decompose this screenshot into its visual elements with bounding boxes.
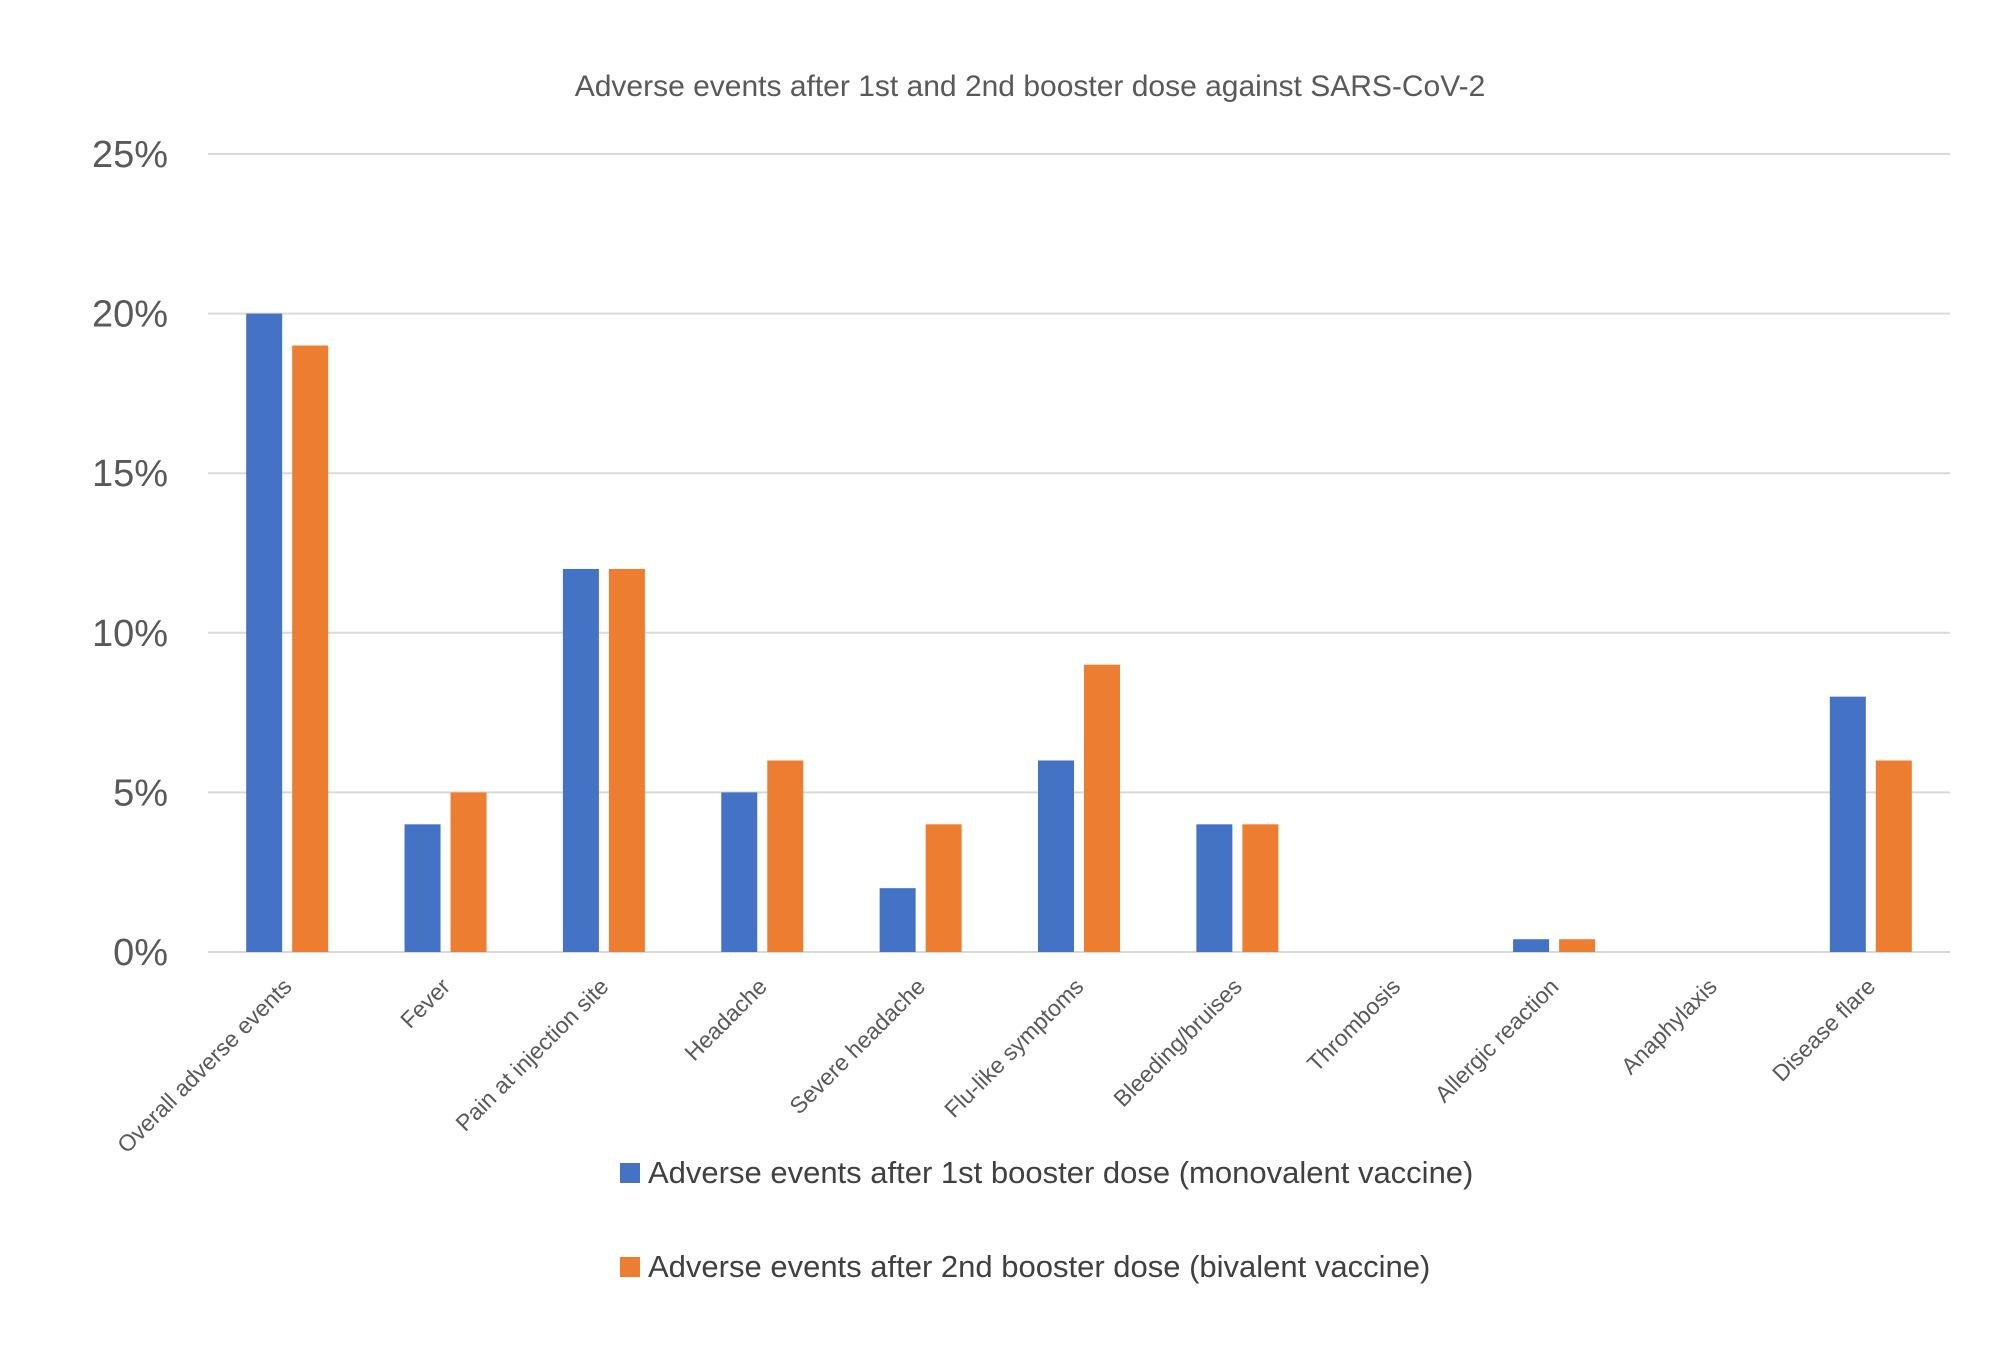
legend: Adverse events after 1st booster dose (m… — [620, 1155, 1473, 1284]
bar-series-2 — [1875, 760, 1912, 952]
y-tick-label: 25% — [92, 134, 168, 176]
y-tick-label: 15% — [92, 453, 168, 495]
legend-swatch — [620, 1163, 640, 1183]
bar-series-1 — [879, 888, 916, 952]
y-tick-label: 5% — [113, 772, 168, 814]
x-tick-label: Pain at injection site — [450, 973, 613, 1136]
bars — [246, 313, 1912, 953]
bar-series-2 — [292, 345, 329, 952]
bar-series-1 — [721, 792, 758, 952]
bar-series-2 — [1242, 824, 1279, 952]
bar-series-2 — [925, 824, 962, 952]
x-tick-label: Fever — [395, 973, 455, 1033]
y-tick-label: 20% — [92, 294, 168, 336]
bar-series-1 — [1513, 939, 1550, 952]
y-tick-label: 10% — [92, 613, 168, 655]
y-axis-ticks: 0% 5% 10% 15% 20% 25% — [92, 134, 168, 974]
bar-series-2 — [767, 760, 804, 952]
legend-label: Adverse events after 2nd booster dose (b… — [648, 1249, 1430, 1284]
chart-title: Adverse events after 1st and 2nd booster… — [575, 70, 1486, 103]
legend-swatch — [620, 1257, 640, 1277]
bar-series-1 — [562, 568, 599, 952]
gridlines — [208, 153, 1950, 953]
x-tick-label: Disease flare — [1767, 973, 1880, 1086]
bar-series-2 — [450, 792, 487, 952]
legend-label: Adverse events after 1st booster dose (m… — [648, 1155, 1473, 1190]
bar-series-1 — [246, 313, 283, 953]
y-tick-label: 0% — [113, 932, 168, 974]
bar-series-1 — [1829, 696, 1866, 952]
bar-series-1 — [404, 824, 441, 952]
x-tick-label: Anaphylaxis — [1616, 973, 1722, 1079]
x-tick-label: Severe headache — [784, 973, 930, 1119]
x-tick-label: Bleeding/bruises — [1108, 973, 1247, 1112]
x-tick-label: Thrombosis — [1302, 973, 1405, 1076]
bar-series-1 — [1038, 760, 1074, 952]
bar-series-1 — [1196, 824, 1233, 952]
x-tick-label: Overall adverse events — [112, 973, 297, 1158]
x-tick-label: Headache — [679, 973, 772, 1066]
bar-series-2 — [1559, 939, 1596, 952]
bar-series-2 — [608, 568, 645, 952]
x-tick-label: Flu-like symptoms — [939, 973, 1088, 1122]
bar-series-2 — [1084, 664, 1120, 952]
x-tick-label: Allergic reaction — [1430, 973, 1564, 1107]
